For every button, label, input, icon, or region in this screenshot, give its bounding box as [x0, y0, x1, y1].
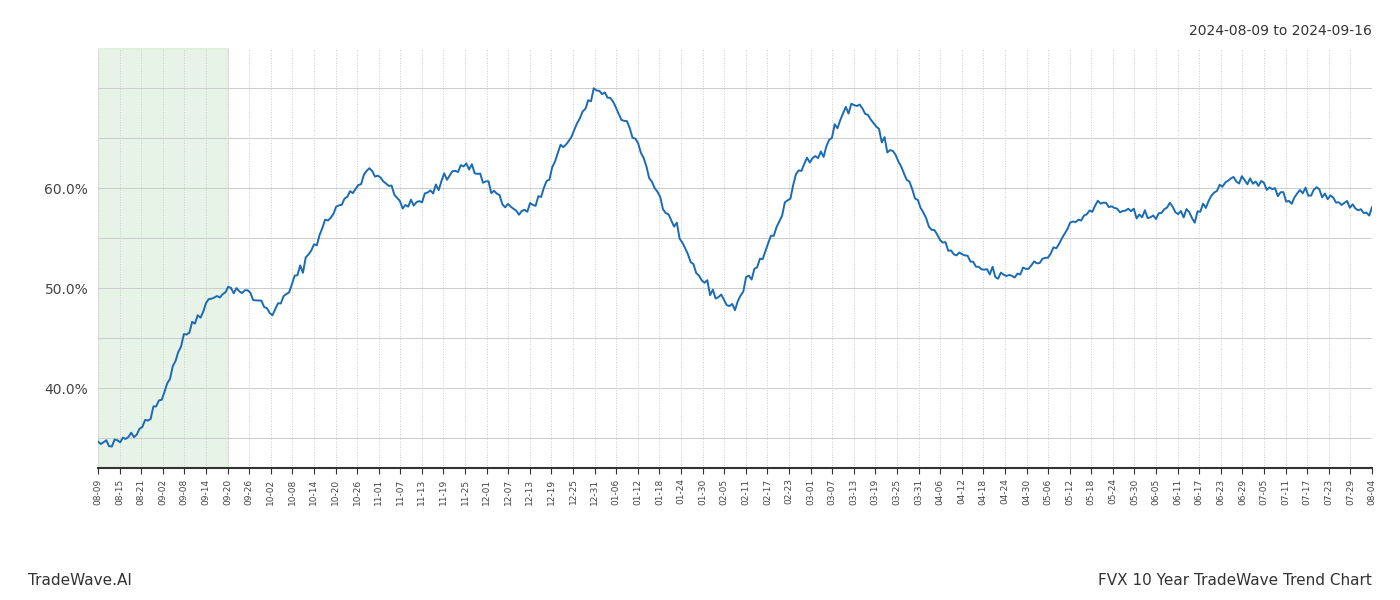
Text: TradeWave.AI: TradeWave.AI: [28, 573, 132, 588]
Bar: [98, 48, 228, 468]
Text: 2024-08-09 to 2024-09-16: 2024-08-09 to 2024-09-16: [1189, 24, 1372, 38]
Text: FVX 10 Year TradeWave Trend Chart: FVX 10 Year TradeWave Trend Chart: [1098, 573, 1372, 588]
